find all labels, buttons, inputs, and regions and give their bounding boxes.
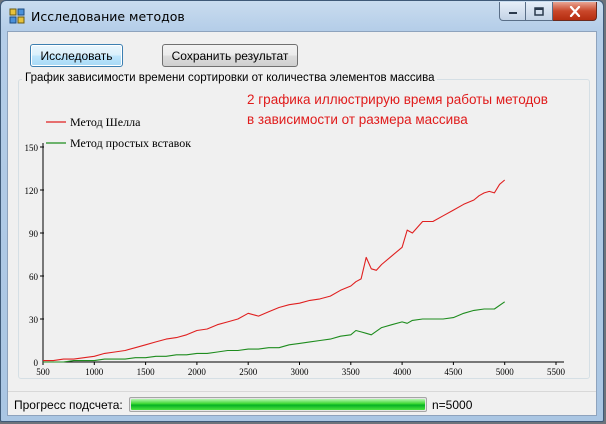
x-tick-label: 5500	[547, 367, 566, 377]
x-tick-label: 1500	[137, 367, 156, 377]
x-tick-label: 1000	[85, 367, 104, 377]
maximize-icon	[534, 6, 544, 16]
chart: 0 30 60 90 120 150 500 1000 1500 2000 2500 3000 3500…	[25, 92, 566, 377]
progress-label: Прогресс подсчета:	[14, 398, 123, 412]
progress-bar	[129, 397, 427, 412]
x-tick-label: 4500	[444, 367, 463, 377]
minimize-button[interactable]	[499, 2, 526, 21]
save-result-button[interactable]: Сохранить результат	[162, 44, 298, 67]
chart-panel: 0 30 60 90 120 150 500 1000 1500 2000 2500 3000 3500…	[21, 87, 589, 377]
annotation-line-1: 2 графика иллюстрирую время работы метод…	[247, 92, 548, 107]
series-line-insertion	[43, 301, 506, 363]
y-tick-label: 150	[25, 143, 39, 153]
x-tick-label: 4000	[393, 367, 412, 377]
y-tick-label: 90	[29, 229, 39, 239]
legend-label-insertion: Метод простых вставок	[70, 136, 191, 150]
x-tick-label: 3500	[342, 367, 361, 377]
y-tick-label: 120	[25, 186, 39, 196]
app-icon	[9, 8, 25, 24]
y-tick-label: 0	[34, 358, 39, 368]
title-bar[interactable]: Исследование методов	[1, 1, 603, 31]
x-tick-label: 5000	[496, 367, 515, 377]
element-count-label: n=5000	[432, 398, 473, 412]
groupbox-label: График зависимости времени сортировки от…	[22, 72, 438, 84]
close-button[interactable]	[553, 2, 597, 21]
status-separator	[8, 391, 596, 392]
close-icon	[569, 5, 580, 17]
series-line-shell	[43, 179, 506, 362]
x-tick-label: 2000	[188, 367, 207, 377]
client-area: Исследовать Сохранить результат График з…	[7, 31, 597, 416]
investigate-button[interactable]: Исследовать	[30, 44, 123, 67]
y-tick-label: 30	[29, 315, 39, 325]
legend-label-shell: Метод Шелла	[70, 115, 141, 129]
progress-fill	[131, 399, 425, 410]
y-tick-label: 60	[29, 272, 39, 282]
annotation-line-2: в зависимости от размера массива	[247, 112, 468, 127]
window-title: Исследование методов	[31, 9, 185, 24]
x-tick-label: 2500	[239, 367, 258, 377]
x-tick-label: 500	[36, 367, 50, 377]
maximize-button[interactable]	[526, 2, 553, 21]
minimize-icon	[508, 12, 517, 14]
x-tick-label: 3000	[291, 367, 310, 377]
